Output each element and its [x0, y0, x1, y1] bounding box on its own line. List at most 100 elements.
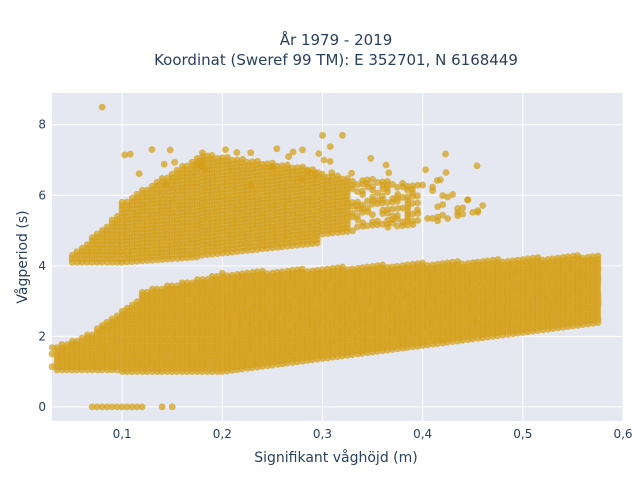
chart-subtitle: Koordinat (Sweref 99 TM): E 352701, N 61…: [154, 51, 518, 69]
data-point: [168, 282, 176, 290]
data-point: [419, 181, 427, 189]
data-point: [442, 169, 450, 176]
data-point: [358, 187, 366, 195]
data-point: [173, 166, 181, 174]
data-point: [442, 150, 449, 158]
data-point: [48, 350, 56, 358]
data-point: [404, 261, 412, 269]
data-point: [73, 337, 81, 345]
data-point: [158, 285, 166, 293]
data-point: [348, 265, 356, 273]
data-point: [423, 262, 431, 269]
data-point: [474, 207, 482, 215]
y-axis-ticks: 0 2 4 6 8: [38, 118, 46, 414]
data-point: [118, 403, 126, 411]
data-point: [339, 263, 346, 271]
data-point: [153, 285, 161, 293]
data-point: [369, 262, 377, 270]
data-point: [128, 194, 136, 202]
data-point: [594, 252, 602, 260]
data-point: [138, 288, 146, 296]
y-tick-label: 0: [38, 400, 46, 414]
data-point: [414, 206, 421, 214]
data-point: [188, 158, 196, 166]
data-point: [269, 163, 277, 171]
data-point: [183, 162, 191, 170]
chart-title: År 1979 - 2019: [280, 30, 393, 49]
data-point: [93, 403, 101, 411]
data-point: [78, 334, 86, 342]
data-point: [118, 198, 126, 206]
data-point: [339, 131, 346, 139]
y-axis-title: Vågperiod (s): [14, 210, 31, 303]
data-point: [369, 211, 376, 219]
data-point: [98, 227, 106, 234]
data-point: [289, 267, 296, 274]
data-point: [393, 262, 401, 270]
data-point: [514, 256, 522, 264]
data-point: [484, 257, 491, 265]
data-point: [113, 213, 121, 220]
data-point: [171, 158, 179, 166]
data-point: [108, 403, 116, 411]
data-point: [133, 403, 141, 411]
data-point: [320, 156, 328, 164]
data-point: [193, 160, 201, 168]
data-points: [48, 103, 602, 411]
data-point: [158, 174, 166, 182]
data-point: [48, 363, 56, 371]
data-point: [83, 241, 91, 249]
data-point: [103, 403, 111, 411]
data-point: [126, 150, 134, 158]
data-point: [138, 403, 146, 411]
data-point: [166, 146, 174, 154]
data-point: [464, 196, 472, 204]
data-point: [247, 182, 255, 189]
data-point: [393, 212, 401, 219]
data-point: [429, 261, 436, 269]
data-point: [574, 252, 582, 259]
data-point: [148, 146, 156, 153]
data-point: [479, 202, 487, 209]
data-point: [434, 260, 442, 268]
data-point: [564, 253, 572, 261]
data-point: [319, 131, 326, 139]
data-point: [388, 263, 396, 271]
data-point: [429, 187, 437, 195]
data-point: [153, 178, 161, 186]
y-tick-label: 6: [38, 188, 46, 202]
data-point: [285, 153, 293, 161]
data-point: [148, 182, 156, 190]
data-point: [88, 403, 96, 411]
data-point: [223, 272, 231, 280]
data-point: [194, 276, 201, 283]
data-point: [298, 265, 306, 273]
data-point: [263, 270, 271, 278]
data-point: [589, 253, 597, 261]
data-point: [108, 315, 116, 323]
data-point: [385, 169, 393, 177]
data-point: [222, 146, 229, 154]
data-point: [318, 266, 326, 274]
data-point: [278, 268, 286, 276]
x-tick-label: 0,6: [613, 427, 632, 441]
data-point: [113, 312, 121, 320]
data-point: [436, 176, 444, 184]
data-point: [118, 307, 126, 315]
data-point: [162, 180, 169, 188]
data-point: [273, 145, 281, 153]
data-point: [88, 331, 96, 339]
x-axis-ticks: 0,1 0,2 0,3 0,4 0,5 0,6: [113, 427, 633, 441]
data-point: [93, 230, 101, 238]
data-point: [524, 255, 532, 263]
data-point: [133, 298, 141, 306]
data-point: [328, 169, 336, 177]
data-point: [158, 403, 166, 411]
data-point: [163, 282, 171, 290]
x-axis-title: Signifikant våghöjd (m): [254, 449, 417, 466]
data-point: [208, 272, 216, 280]
data-point: [297, 176, 305, 183]
data-point: [459, 204, 467, 212]
data-point: [108, 216, 116, 224]
data-point: [364, 263, 371, 271]
